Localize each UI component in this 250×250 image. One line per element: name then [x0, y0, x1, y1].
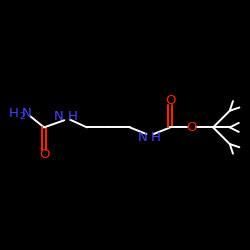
- Text: H: H: [8, 107, 18, 120]
- Text: H: H: [68, 110, 78, 123]
- Text: N: N: [21, 107, 31, 120]
- Text: N: N: [54, 110, 64, 123]
- Text: O: O: [39, 148, 49, 161]
- Text: N: N: [138, 131, 147, 144]
- Text: O: O: [186, 121, 197, 134]
- Text: 2: 2: [20, 112, 26, 121]
- Text: H: H: [151, 131, 161, 144]
- Text: O: O: [165, 94, 175, 106]
